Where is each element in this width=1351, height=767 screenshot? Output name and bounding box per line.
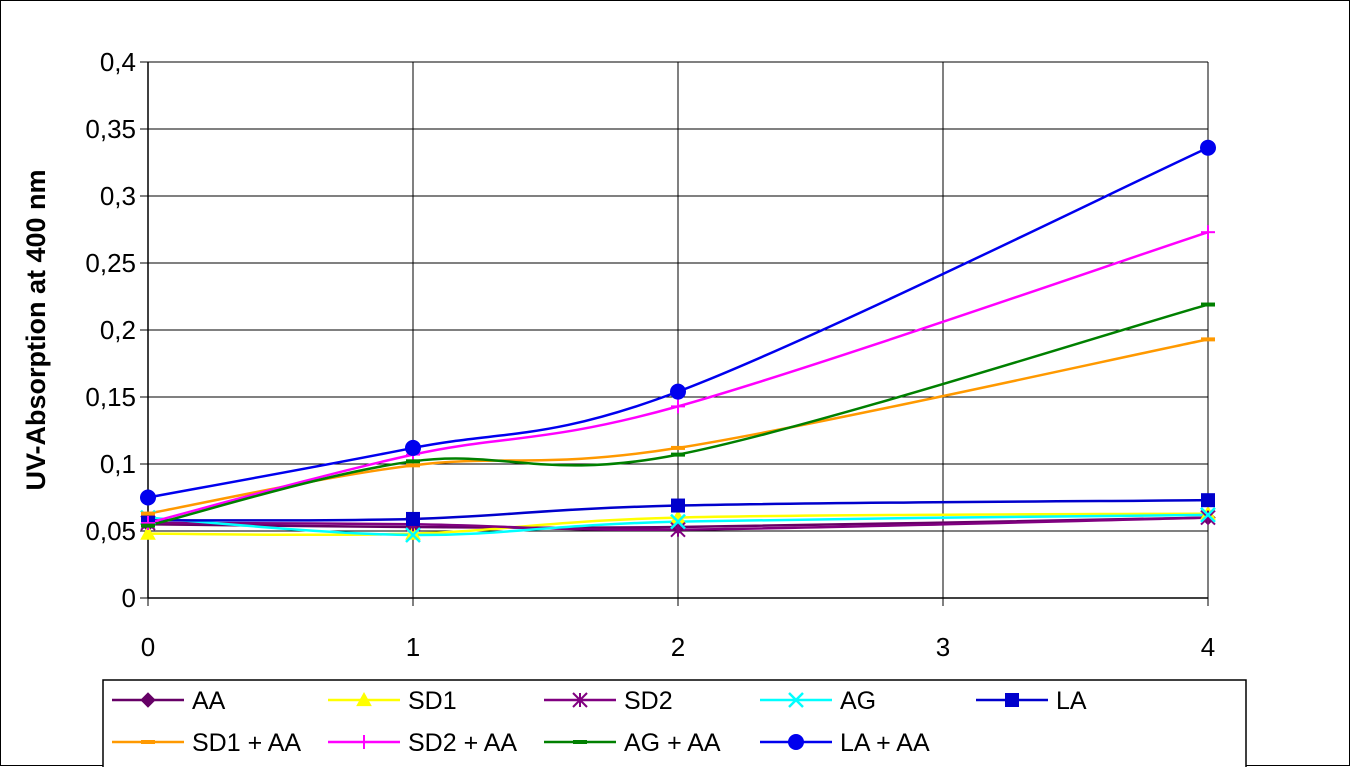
legend-label: SD1 + AA <box>192 729 301 757</box>
legend-label: SD1 <box>408 687 457 715</box>
legend-label: AG <box>840 687 876 715</box>
series-lines <box>147 146 1209 537</box>
data-point <box>671 452 685 457</box>
y-tick-label: 0,35 <box>85 114 136 144</box>
y-tick-label: 0,3 <box>100 181 136 211</box>
legend-marker <box>141 740 155 744</box>
data-point <box>406 463 420 468</box>
legend-label: LA + AA <box>840 729 930 757</box>
legend-marker <box>572 692 588 708</box>
y-tick-label: 0,25 <box>85 248 136 278</box>
data-point <box>406 511 420 526</box>
data-point <box>671 399 685 414</box>
data-point <box>405 527 421 543</box>
series-line <box>147 303 1209 527</box>
data-point <box>1201 302 1215 307</box>
legend-item: SD1 + AA <box>112 729 301 757</box>
y-tick-label: 0,2 <box>100 315 136 345</box>
legend-marker <box>356 691 372 707</box>
y-tick-label: 0,4 <box>100 47 136 77</box>
series-line <box>147 516 1209 530</box>
y-tick-label: 0,15 <box>85 382 136 412</box>
series-line <box>147 498 1209 522</box>
legend-label: LA <box>1056 687 1087 715</box>
data-point <box>1200 139 1216 156</box>
y-tick-label: 0,1 <box>100 449 136 479</box>
series-line <box>147 512 1209 537</box>
legend-item: LA <box>976 687 1087 715</box>
legend-item: LA + AA <box>760 729 930 757</box>
y-tick-label: 0 <box>122 583 136 613</box>
data-point <box>1201 337 1215 342</box>
data-point <box>140 525 156 540</box>
data-point <box>141 511 155 516</box>
data-point <box>405 439 421 456</box>
legend-item: SD2 + AA <box>328 729 517 757</box>
x-tick-label: 3 <box>936 632 950 662</box>
data-point <box>1200 509 1216 526</box>
series-markers <box>140 139 1216 543</box>
legend-item: AG <box>760 687 876 715</box>
y-axis-label: UV-Absorption at 400 nm <box>21 169 51 490</box>
legend-item: SD2 <box>544 687 673 715</box>
x-tick-label: 0 <box>141 632 155 662</box>
data-point <box>141 523 155 528</box>
x-tick-label: 2 <box>671 632 685 662</box>
data-point <box>406 459 420 464</box>
legend: AA SD1 SD2 AG LA SD1 + AA SD2 + AA AG + AA LA + … <box>102 679 1247 767</box>
legend-item: AG + AA <box>544 729 721 757</box>
legend-item: AA <box>112 687 226 715</box>
legend-marker <box>1005 693 1019 707</box>
legend-marker <box>788 734 804 750</box>
x-tick-label: 4 <box>1201 632 1215 662</box>
series-line <box>147 230 1209 525</box>
data-point <box>670 383 686 400</box>
series-line <box>147 146 1209 499</box>
legend-marker <box>573 740 587 744</box>
legend-label: SD2 + AA <box>408 729 517 757</box>
legend-label: AG + AA <box>624 729 721 757</box>
data-point <box>1200 507 1216 523</box>
legend-marker <box>140 692 156 708</box>
tick-labels: 0 0,05 0,1 0,15 0,2 0,25 0,3 0,35 0,4 0 1 2 3 4 <box>85 47 1215 662</box>
legend-marker <box>788 692 804 708</box>
series-line <box>147 513 1209 537</box>
legend-item: SD1 <box>328 687 457 715</box>
data-point <box>1201 493 1215 508</box>
y-tick-label: 0,05 <box>85 516 136 546</box>
data-point <box>670 513 686 530</box>
axes <box>140 61 1209 606</box>
legend-box <box>102 679 1247 767</box>
x-tick-label: 1 <box>406 632 420 662</box>
data-point <box>671 498 685 513</box>
legend-marker <box>357 735 371 749</box>
data-point <box>1201 225 1215 240</box>
legend-label: AA <box>192 687 226 715</box>
data-point <box>140 489 156 506</box>
data-point <box>671 445 685 450</box>
series-line <box>147 516 1209 532</box>
legend-label: SD2 <box>624 687 673 715</box>
